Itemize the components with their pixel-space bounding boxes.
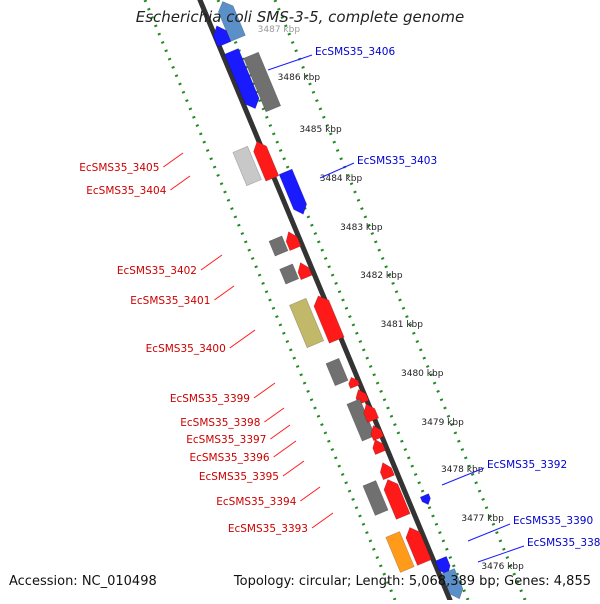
gene-red [297,262,313,281]
label-leader-line [282,460,305,477]
gene-red [285,231,302,252]
tick-label: 3477 kbp [461,514,504,524]
left-gene-label: EcSMS35_3398 [180,417,260,429]
label-leader-line [267,54,313,71]
tick-label: 3476 kbp [481,562,524,572]
gene-blue [224,48,260,110]
gene-olive [289,297,325,349]
left-gene-label: EcSMS35_3397 [186,434,266,446]
label-leader-line [441,467,485,486]
label-leader-line [163,152,184,168]
right-gene-label: EcSMS35_3389 [527,537,600,549]
left-gene-label: EcSMS35_3393 [228,523,308,535]
tick-label: 3481 kbp [381,320,424,330]
tick-label: 3487 kbp [258,25,301,35]
left-gene-label: EcSMS35_3400 [146,343,226,355]
right-gene-label: EcSMS35_3390 [513,515,593,527]
label-leader-line [214,285,235,301]
left-gene-label: EcSMS35_3394 [216,496,296,508]
label-leader-line [170,175,191,191]
label-leader-line [467,523,511,542]
left-gene-label: EcSMS35_3395 [199,471,279,483]
right-gene-label: EcSMS35_3403 [357,155,437,167]
gene-gray [279,263,300,285]
label-leader-line [319,162,355,179]
gene-gray [362,480,389,516]
left-gene-label: EcSMS35_3404 [86,185,166,197]
gene-red [363,403,380,424]
label-leader-line [477,545,525,563]
gene-red [313,295,345,344]
right-gene-label: EcSMS35_3406 [315,46,395,58]
gene-gray [243,51,282,113]
tick-label: 3485 kbp [299,125,342,135]
gene-red [370,425,385,441]
gene-red [348,376,361,389]
gene-red [253,141,280,182]
gene-blue [419,493,431,506]
gene-blue [213,25,232,48]
gene-blue [434,555,451,576]
label-leader-line [273,440,297,458]
label-leader-line [270,424,291,440]
label-leader-line [200,254,223,271]
tick-label: 3483 kbp [340,223,383,233]
label-leader-line [264,407,285,423]
tick-label: 3484 kbp [320,174,363,184]
gene-light-gray [232,145,262,187]
tick-label: 3486 kbp [278,73,321,83]
label-leader-line [229,329,256,349]
right-gene-label: EcSMS35_3392 [487,459,567,471]
left-gene-label: EcSMS35_3399 [170,393,250,405]
tick-label: 3478 kbp [441,465,484,475]
gene-red [383,479,411,520]
label-leader-line [300,486,321,502]
tick-label: 3482 kbp [360,271,403,281]
genome-title: Escherichia coli SMS-3-5, complete genom… [135,8,465,26]
tick-label: 3480 kbp [401,369,444,379]
gene-gray [268,235,289,257]
label-leader-line [311,512,334,529]
gene-blue [278,168,307,215]
accession-text: Accession: NC_010498 [9,574,157,589]
left-gene-label: EcSMS35_3402 [117,265,197,277]
gene-red [405,527,432,566]
gene-orange [385,531,415,573]
gene-red [379,462,395,481]
left-gene-label: EcSMS35_3401 [130,295,210,307]
gene-blue [441,568,464,600]
gene-gray [325,357,349,387]
left-guide-line [143,0,397,601]
genome-summary-text: Topology: circular; Length: 5,068,389 bp… [233,574,591,589]
left-gene-label: EcSMS35_3405 [79,162,159,174]
gene-red [372,439,386,455]
label-leader-line [253,382,276,399]
left-gene-label: EcSMS35_3396 [189,452,269,464]
tick-label: 3479 kbp [421,418,464,428]
outer-guide-line [273,0,527,601]
